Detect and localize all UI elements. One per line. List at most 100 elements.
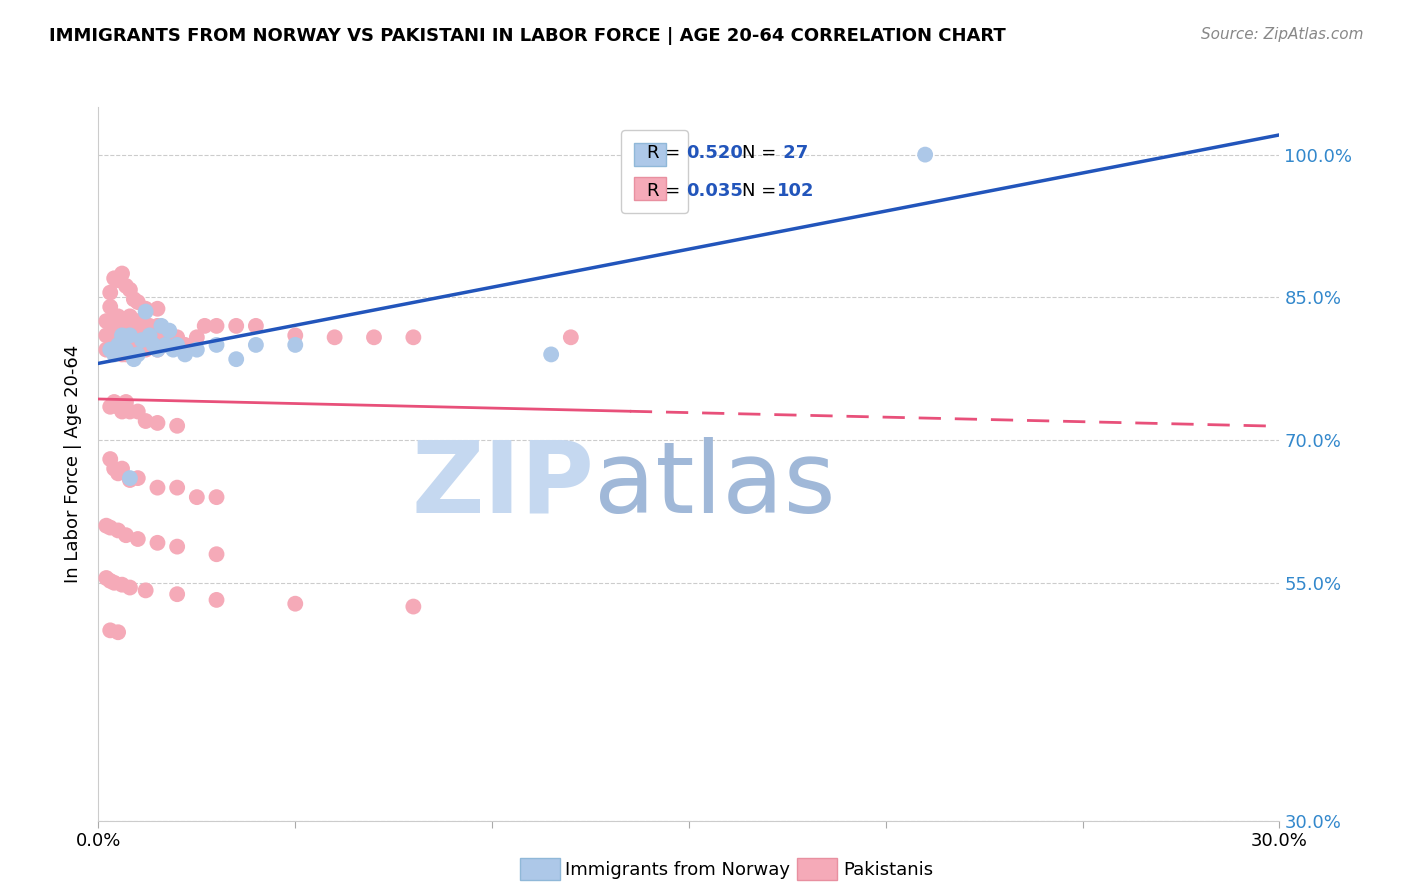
Point: [96, 518, 118, 533]
Point: [914, 147, 936, 161]
Point: [127, 295, 149, 310]
Point: [166, 587, 188, 601]
Point: [186, 330, 208, 344]
Point: [111, 461, 134, 475]
Point: [103, 575, 125, 590]
Point: [146, 416, 169, 430]
Point: [146, 343, 169, 357]
Point: [107, 338, 129, 352]
Text: 0.035: 0.035: [686, 182, 742, 200]
Point: [150, 318, 173, 333]
Point: [115, 395, 138, 409]
Point: [131, 338, 153, 352]
Point: [103, 271, 125, 285]
Point: [96, 328, 118, 343]
Point: [107, 625, 129, 640]
Point: [115, 330, 138, 344]
Point: [135, 583, 157, 598]
Point: [103, 461, 125, 475]
Text: 0.520: 0.520: [686, 144, 742, 161]
Point: [127, 330, 149, 344]
Text: 27: 27: [778, 144, 808, 161]
Point: [225, 318, 247, 333]
Point: [111, 404, 134, 418]
Point: [186, 343, 208, 357]
Point: [166, 338, 188, 352]
Point: [205, 547, 228, 561]
Point: [284, 597, 307, 611]
Point: [157, 324, 180, 338]
Point: [135, 414, 157, 428]
Text: IMMIGRANTS FROM NORWAY VS PAKISTANI IN LABOR FORCE | AGE 20-64 CORRELATION CHART: IMMIGRANTS FROM NORWAY VS PAKISTANI IN L…: [49, 27, 1005, 45]
Point: [111, 577, 134, 591]
Point: [118, 343, 141, 357]
Point: [146, 301, 169, 316]
Point: [103, 347, 125, 361]
Point: [162, 338, 184, 352]
Point: [122, 292, 145, 306]
Point: [402, 599, 425, 614]
Point: [107, 310, 129, 324]
Point: [127, 347, 149, 361]
Point: [115, 343, 138, 357]
Point: [174, 347, 197, 361]
Point: [131, 318, 153, 333]
Point: [186, 490, 208, 504]
Text: Immigrants from Norway: Immigrants from Norway: [565, 861, 790, 879]
Point: [118, 328, 141, 343]
Point: [135, 343, 157, 357]
Point: [98, 624, 121, 638]
Point: [103, 395, 125, 409]
Text: ZIP: ZIP: [412, 437, 595, 533]
Point: [166, 418, 188, 433]
Point: [111, 267, 134, 281]
Point: [146, 318, 169, 333]
Point: [162, 343, 184, 357]
Point: [115, 528, 138, 542]
Point: [155, 338, 177, 352]
Point: [402, 330, 425, 344]
Point: [115, 314, 138, 328]
Point: [205, 593, 228, 607]
Point: [103, 328, 125, 343]
Point: [98, 452, 121, 467]
Point: [107, 467, 129, 481]
Point: [138, 318, 160, 333]
Point: [166, 481, 188, 495]
Point: [225, 352, 247, 367]
Point: [205, 338, 228, 352]
Point: [166, 540, 188, 554]
Point: [245, 318, 267, 333]
Point: [122, 338, 145, 352]
Point: [98, 574, 121, 588]
Point: [111, 347, 134, 361]
Point: [115, 279, 138, 293]
Point: [118, 404, 141, 418]
Text: N =: N =: [742, 182, 782, 200]
Point: [107, 524, 129, 538]
Point: [174, 338, 197, 352]
Text: 102: 102: [778, 182, 815, 200]
Legend: , : ,: [621, 130, 688, 213]
Text: N =: N =: [742, 144, 782, 161]
Point: [146, 536, 169, 550]
Point: [118, 473, 141, 487]
Point: [135, 304, 157, 318]
Text: R =: R =: [647, 182, 686, 200]
Point: [98, 328, 121, 343]
Text: Source: ZipAtlas.com: Source: ZipAtlas.com: [1201, 27, 1364, 42]
Point: [142, 333, 165, 347]
Point: [111, 328, 134, 343]
Point: [155, 338, 177, 352]
Point: [284, 328, 307, 343]
Point: [146, 481, 169, 495]
Point: [150, 333, 173, 347]
Point: [107, 400, 129, 414]
Point: [127, 343, 149, 357]
Y-axis label: In Labor Force | Age 20-64: In Labor Force | Age 20-64: [65, 344, 83, 583]
Point: [118, 283, 141, 297]
Point: [284, 338, 307, 352]
Point: [146, 343, 169, 357]
Point: [111, 330, 134, 344]
Point: [127, 532, 149, 546]
